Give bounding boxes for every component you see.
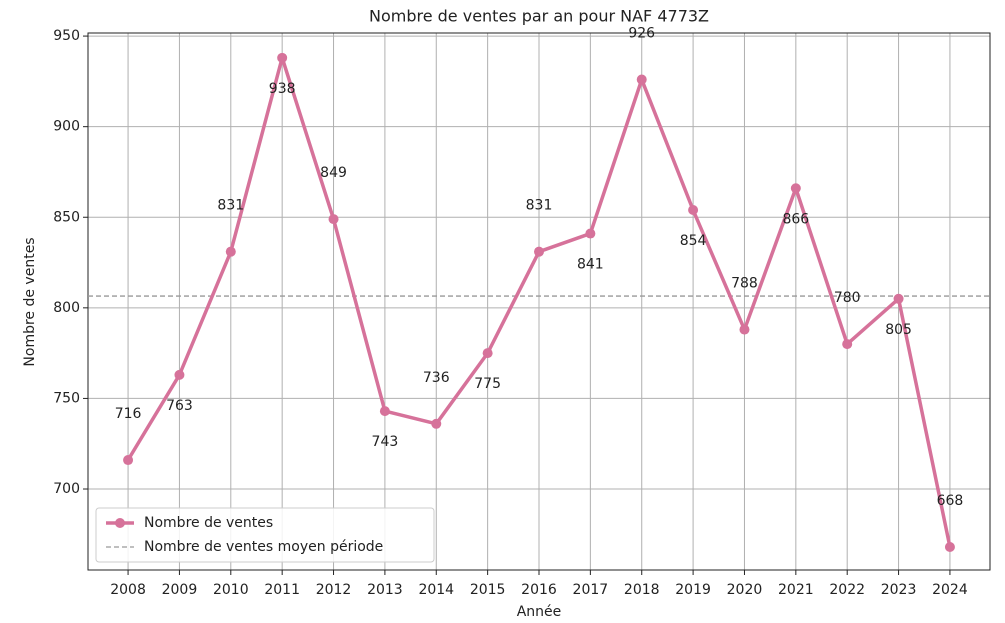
point	[842, 339, 853, 350]
y-tick-label: 850	[53, 209, 80, 225]
point	[277, 52, 288, 63]
x-tick-label: 2021	[778, 582, 814, 598]
legend-label: Nombre de ventes	[144, 515, 273, 531]
data-label: 849	[320, 165, 347, 181]
x-tick-label: 2013	[367, 582, 403, 598]
point	[482, 348, 493, 359]
x-tick-label: 2024	[932, 582, 968, 598]
data-label: 926	[628, 26, 655, 42]
point	[225, 246, 236, 257]
x-tick-label: 2015	[470, 582, 506, 598]
x-tick-label: 2020	[727, 582, 763, 598]
data-label: 938	[269, 81, 296, 97]
x-tick-label: 2019	[675, 582, 711, 598]
data-label: 775	[474, 376, 501, 392]
x-tick-label: 2016	[521, 582, 557, 598]
x-tick-label: 2009	[162, 582, 198, 598]
chart-title: Nombre de ventes par an pour NAF 4773Z	[369, 7, 709, 26]
x-tick-label: 2010	[213, 582, 249, 598]
y-axis-label: Nombre de ventes	[22, 237, 38, 366]
y-tick-label: 800	[53, 300, 80, 316]
point	[944, 541, 955, 552]
data-label: 805	[885, 322, 912, 338]
point	[585, 228, 596, 239]
data-label: 736	[423, 370, 450, 386]
point	[739, 324, 750, 335]
x-tick-label: 2018	[624, 582, 660, 598]
point	[636, 74, 647, 85]
data-label: 668	[937, 493, 964, 509]
data-label: 780	[834, 290, 861, 306]
legend-label: Nombre de ventes moyen période	[144, 539, 383, 555]
data-label: 854	[680, 233, 707, 249]
point	[328, 214, 339, 225]
y-tick-label: 900	[53, 119, 80, 135]
x-tick-label: 2017	[573, 582, 609, 598]
x-tick-label: 2023	[881, 582, 917, 598]
data-label: 788	[731, 276, 758, 292]
legend-swatch	[115, 518, 125, 528]
data-label: 743	[372, 434, 399, 450]
x-tick-label: 2014	[418, 582, 454, 598]
data-label: 716	[115, 406, 142, 422]
x-tick-label: 2022	[829, 582, 865, 598]
point	[534, 246, 544, 257]
data-label: 841	[577, 257, 604, 273]
x-tick-label: 2011	[264, 582, 300, 598]
data-label: 866	[782, 211, 809, 227]
point	[174, 369, 185, 380]
y-tick-label: 700	[53, 481, 80, 497]
data-label: 831	[217, 198, 244, 214]
x-axis-label: Année	[517, 604, 562, 620]
x-tick-label: 2012	[316, 582, 352, 598]
y-tick-label: 950	[53, 28, 80, 44]
x-tick-label: 2008	[110, 582, 146, 598]
plot-frame	[87, 32, 991, 571]
point	[379, 406, 390, 417]
point	[123, 455, 134, 466]
point	[790, 183, 801, 194]
y-tick-label: 750	[53, 390, 80, 406]
point	[431, 418, 442, 429]
data-label: 831	[526, 198, 553, 214]
point	[688, 205, 699, 216]
data-label: 763	[166, 398, 193, 414]
point	[893, 293, 904, 304]
legend-box	[95, 507, 435, 563]
